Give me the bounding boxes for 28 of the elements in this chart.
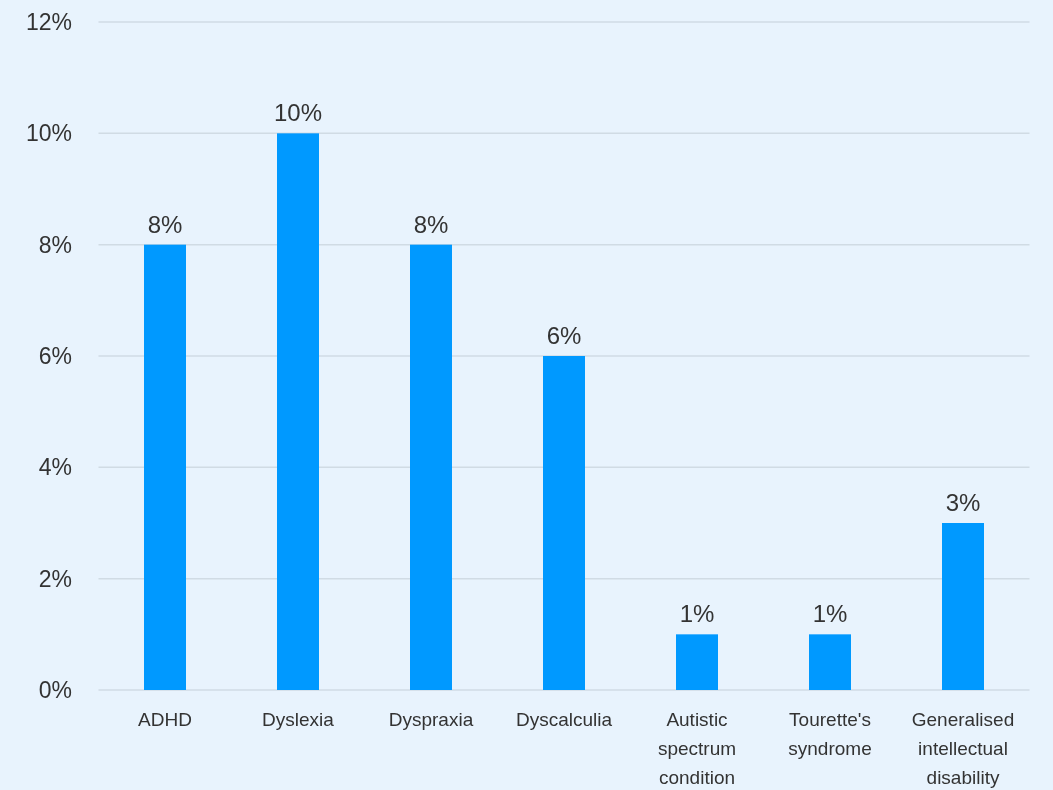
x-tick-label: ADHD [138, 709, 192, 730]
bar [410, 244, 452, 690]
bar [144, 244, 186, 690]
y-tick-label: 10% [25, 120, 72, 147]
x-tick-label: Dyscalculia [515, 709, 613, 730]
data-label: 1% [679, 600, 715, 628]
bar [277, 133, 319, 690]
data-label: 8% [413, 210, 449, 238]
y-tick-label: 2% [38, 565, 72, 592]
x-tick-label: Dyspraxia [388, 709, 474, 730]
bar [543, 356, 585, 690]
x-tick-label: Autistic spectrum condition [657, 709, 737, 788]
y-tick-label: 0% [38, 677, 72, 704]
bar [809, 634, 851, 690]
data-label: 3% [945, 489, 981, 516]
y-tick-label: 4% [38, 454, 72, 481]
data-label: 6% [546, 322, 582, 349]
y-tick-label: 12% [25, 9, 72, 36]
data-label: 1% [812, 600, 848, 628]
data-label: 8% [147, 210, 183, 238]
x-tick-label: Dyslexia [262, 709, 335, 730]
bar [942, 523, 984, 690]
y-tick-label: 8% [38, 231, 72, 258]
x-tick-label: Tourette's syndrome [788, 709, 872, 759]
bar [676, 634, 718, 690]
y-tick-label: 6% [38, 343, 72, 370]
data-label: 10% [273, 99, 323, 127]
x-tick-label: Generalised intellectual disability [911, 709, 1015, 788]
